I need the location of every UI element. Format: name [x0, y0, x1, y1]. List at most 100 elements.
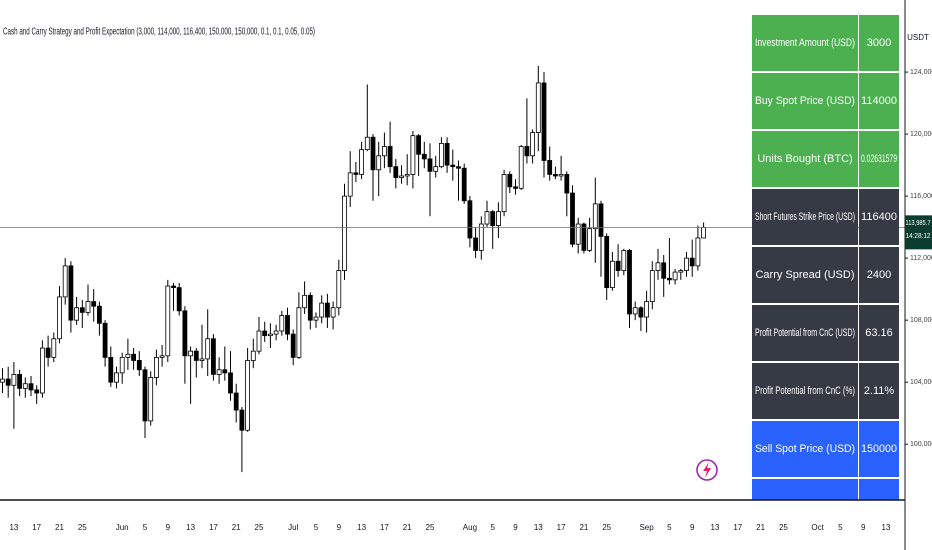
x-tick-label: 21: [579, 523, 588, 532]
x-tick-label: 17: [557, 523, 566, 532]
table-label-cell: [752, 421, 858, 477]
x-tick-label: 9: [166, 523, 171, 532]
candle-body: [153, 356, 159, 378]
candle-body: [353, 172, 359, 175]
y-tick-label: 100,000.0: [910, 441, 932, 448]
candle-body: [74, 307, 79, 321]
x-tick-label: 21: [232, 523, 241, 532]
candle-body: [484, 211, 490, 225]
candle-body: [233, 392, 239, 411]
candle-body: [279, 315, 285, 332]
candle-body: [114, 372, 119, 383]
candle-body: [313, 316, 319, 321]
table-label-cell: [752, 479, 858, 500]
candle-body: [644, 301, 649, 318]
table-label-cell: [752, 247, 858, 303]
candle-body: [193, 350, 199, 361]
candle-body: [370, 136, 376, 171]
x-tick-label: 25: [255, 523, 264, 532]
candle-body: [376, 155, 382, 171]
candle-body: [490, 211, 496, 226]
x-tick-label: 13: [9, 523, 18, 532]
candle-body: [655, 262, 661, 271]
candle-body: [438, 143, 444, 168]
candle-body: [678, 270, 684, 273]
candle-body: [610, 260, 615, 288]
x-tick-label: 13: [357, 523, 366, 532]
logo[interactable]: [696, 459, 718, 481]
table-value-cell: [859, 247, 899, 303]
candle-body: [336, 270, 342, 309]
candle-body: [541, 82, 547, 161]
x-tick-label: 21: [55, 523, 64, 532]
candle-body: [501, 174, 507, 213]
x-tick-label: 13: [534, 523, 543, 532]
table-label-cell: [752, 15, 858, 71]
candle-body: [672, 271, 678, 281]
candle-body: [581, 223, 587, 251]
candle-body: [558, 174, 564, 177]
x-tick-label: 9: [690, 523, 695, 532]
x-tick-label: 21: [756, 523, 765, 532]
candle-body: [199, 358, 205, 361]
x-tick-label: Aug: [463, 523, 477, 532]
table-label-cell: [752, 131, 858, 187]
candle-body: [182, 310, 188, 357]
table-value-cell: [859, 479, 899, 500]
table-label: Buy Spot Price (USD): [755, 95, 855, 107]
candle-body: [604, 236, 610, 288]
candle-body: [210, 338, 216, 375]
x-tick-label: 5: [667, 523, 672, 532]
candle-body: [51, 338, 57, 358]
candle-body: [250, 350, 256, 361]
candle-body: [148, 377, 154, 422]
candle-body: [11, 374, 17, 386]
candle-body: [461, 167, 467, 202]
candle-body: [564, 174, 570, 194]
candle-body: [649, 270, 655, 302]
table-value: 63.16: [865, 327, 893, 339]
candle-body: [216, 369, 222, 375]
candle-body: [359, 149, 365, 175]
candle-body: [267, 333, 273, 337]
candle-body: [427, 158, 433, 172]
table-label: Short Futures Strike Price (USD): [755, 211, 855, 223]
candle-body: [416, 135, 422, 155]
candle-body: [513, 186, 518, 189]
candle-body: [239, 409, 245, 431]
candle-body: [57, 296, 62, 340]
candle-body: [85, 301, 91, 313]
x-tick-label: 9: [861, 523, 866, 532]
table-label: Profit Potential from CnC (%): [755, 385, 855, 397]
table-label: Sell Spot Price (USD): [755, 443, 855, 455]
candle-body: [444, 143, 450, 166]
x-tick-label: 17: [733, 523, 742, 532]
x-tick-label: 17: [209, 523, 218, 532]
candle-body: [62, 265, 68, 298]
candle-body: [575, 223, 581, 245]
indicator-title[interactable]: Cash and Carry Strategy and Profit Expec…: [3, 27, 315, 38]
candle-body: [553, 174, 558, 177]
currency-label[interactable]: USDT: [907, 33, 929, 42]
candle-body: [615, 260, 621, 271]
y-tick-label: 116,000.0: [910, 193, 932, 200]
candle-body: [524, 146, 530, 157]
price-label-box: [905, 215, 932, 250]
candle-body: [22, 383, 28, 389]
candle-body: [399, 175, 404, 178]
y-tick-label: 120,000.0: [910, 131, 932, 138]
candle-body: [125, 353, 131, 358]
candle-body: [450, 164, 456, 168]
countdown: 14:28:12: [906, 233, 931, 240]
table-value-cell: [859, 305, 899, 361]
candle-body: [68, 265, 74, 321]
candle-body: [410, 135, 416, 175]
candle-body: [393, 166, 399, 178]
x-tick-label: 5: [490, 523, 495, 532]
candle-body: [108, 356, 114, 383]
candle-body: [684, 257, 689, 271]
candle-body: [347, 172, 353, 197]
candle-body: [188, 350, 194, 357]
candle-body: [91, 301, 97, 307]
